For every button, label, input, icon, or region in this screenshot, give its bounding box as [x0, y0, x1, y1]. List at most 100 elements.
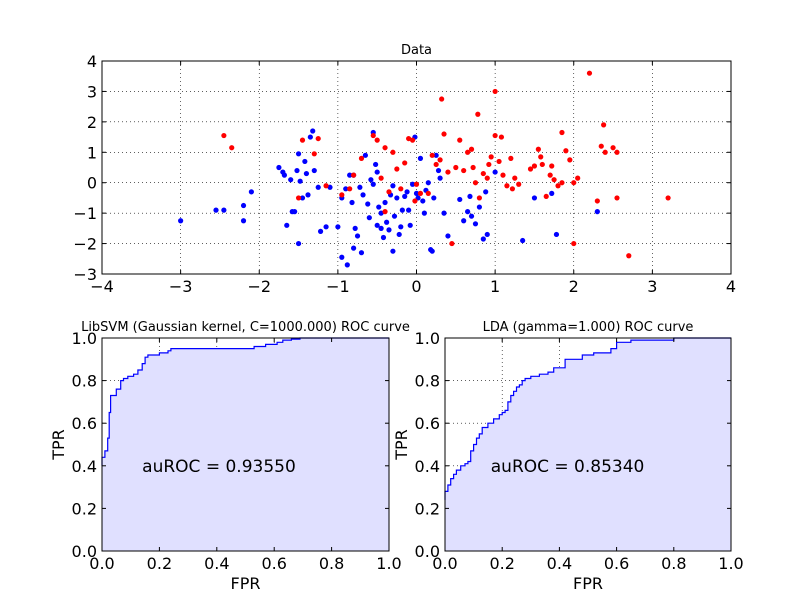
red-data-point — [311, 151, 317, 157]
y-tick-label: 0.2 — [415, 499, 440, 518]
x-tick-label: 0.4 — [204, 554, 229, 573]
red-data-point — [468, 146, 475, 152]
libsvm-roc-curve — [101, 337, 389, 466]
blue-data-point — [378, 225, 384, 231]
blue-data-point — [343, 186, 349, 192]
blue-data-point — [354, 233, 361, 239]
red-data-point — [555, 183, 561, 189]
y-tick-label: 4 — [87, 52, 97, 71]
blue-data-point — [384, 219, 390, 225]
blue-data-point — [421, 210, 427, 216]
blue-data-point — [441, 210, 447, 216]
y-tick-label: 0.6 — [72, 414, 97, 433]
red-data-point — [475, 111, 481, 117]
blue-data-point — [465, 209, 471, 215]
blue-data-point — [323, 224, 329, 230]
red-data-point — [496, 158, 502, 165]
blue-data-point — [310, 128, 316, 134]
red-data-point — [453, 164, 459, 171]
blue-data-point — [391, 213, 398, 219]
red-data-point — [500, 172, 506, 178]
y-tick-label: 2 — [87, 113, 97, 132]
lda-roc-ylabel: TPR — [392, 429, 411, 461]
scatter-grid — [102, 61, 731, 274]
red-data-point — [559, 180, 565, 186]
blue-data-point — [390, 183, 396, 189]
libsvm-roc-ticks: 0.0 0.2 0.4 0.6 0.8 1.0 0.0 0.2 0.4 0.6 0.8 1.0 — [72, 329, 402, 573]
y-tick-label: 3 — [87, 82, 97, 101]
red-data-point — [504, 183, 510, 189]
blue-data-point — [373, 161, 379, 168]
red-data-point — [571, 240, 577, 247]
blue-data-point — [409, 181, 416, 187]
blue-data-point — [362, 152, 368, 158]
x-tick-label: −1 — [326, 277, 350, 296]
blue-data-point — [366, 215, 372, 221]
scatter-plot-area — [102, 61, 731, 274]
x-tick-label: 0 — [411, 277, 421, 296]
blue-data-point — [429, 248, 435, 254]
blue-data-point — [370, 181, 376, 187]
blue-data-point — [380, 234, 387, 241]
x-tick-label: 0.0 — [89, 554, 114, 573]
y-tick-label: −1 — [73, 204, 97, 223]
x-tick-label: 1.0 — [376, 554, 401, 573]
blue-data-point — [335, 224, 341, 230]
blue-data-point — [240, 202, 247, 209]
blue-data-point — [365, 201, 371, 207]
red-data-point — [549, 163, 555, 169]
blue-data-point — [352, 225, 358, 231]
red-data-point — [614, 195, 620, 201]
red-data-point — [378, 175, 384, 181]
blue-data-point — [303, 170, 310, 177]
x-tick-label: 4 — [726, 277, 736, 296]
blue-data-point — [295, 240, 302, 247]
red-data-point — [476, 195, 482, 201]
red-data-point — [531, 163, 538, 169]
blue-data-point — [358, 250, 365, 256]
lda-roc-xlabel: FPR — [573, 574, 603, 593]
y-tick-label: 0.0 — [415, 542, 440, 561]
blue-data-point — [178, 218, 184, 224]
blue-data-point — [382, 199, 388, 206]
red-data-point — [439, 96, 445, 102]
blue-data-point — [476, 204, 482, 210]
blue-data-point — [457, 196, 463, 203]
blue-data-point — [420, 198, 426, 204]
y-tick-label: 0.0 — [72, 542, 97, 561]
y-tick-label: 0.4 — [72, 457, 97, 476]
blue-data-point — [407, 222, 413, 228]
x-tick-label: −4 — [90, 277, 114, 296]
red-data-point — [441, 131, 447, 137]
red-data-point — [339, 192, 345, 198]
red-data-point — [417, 190, 424, 196]
lda-roc-title: LDA (gamma=1.000) ROC curve — [483, 320, 694, 335]
blue-data-point — [417, 155, 424, 161]
y-tick-label: 0.4 — [415, 457, 440, 476]
blue-data-point — [413, 190, 420, 196]
red-data-point — [492, 88, 498, 95]
red-data-point — [498, 134, 505, 140]
blue-data-point — [461, 218, 467, 224]
libsvm-roc-area — [102, 338, 389, 551]
blue-data-point — [213, 207, 219, 213]
red-data-point — [465, 149, 471, 155]
blue-data-point — [406, 207, 412, 213]
x-tick-label: 0.8 — [661, 554, 686, 573]
blue-data-point — [531, 195, 538, 201]
red-data-point — [413, 181, 420, 187]
red-data-point — [551, 177, 557, 183]
red-data-point — [586, 70, 593, 76]
libsvm-roc-frame — [101, 337, 390, 552]
blue-data-point — [297, 178, 303, 184]
blue-data-point — [347, 172, 353, 178]
red-data-point — [221, 132, 227, 139]
y-tick-label: 0.8 — [415, 372, 440, 391]
blue-data-point — [390, 248, 396, 254]
blue-data-point — [299, 195, 306, 201]
lda-roc-panel: 0.0 0.2 0.4 0.6 0.8 1.0 0.0 0.2 0.4 0.6 0.8 1.0 LDA… — [392, 320, 744, 593]
x-tick-label: 0.0 — [432, 554, 457, 573]
blue-data-point — [402, 193, 408, 200]
